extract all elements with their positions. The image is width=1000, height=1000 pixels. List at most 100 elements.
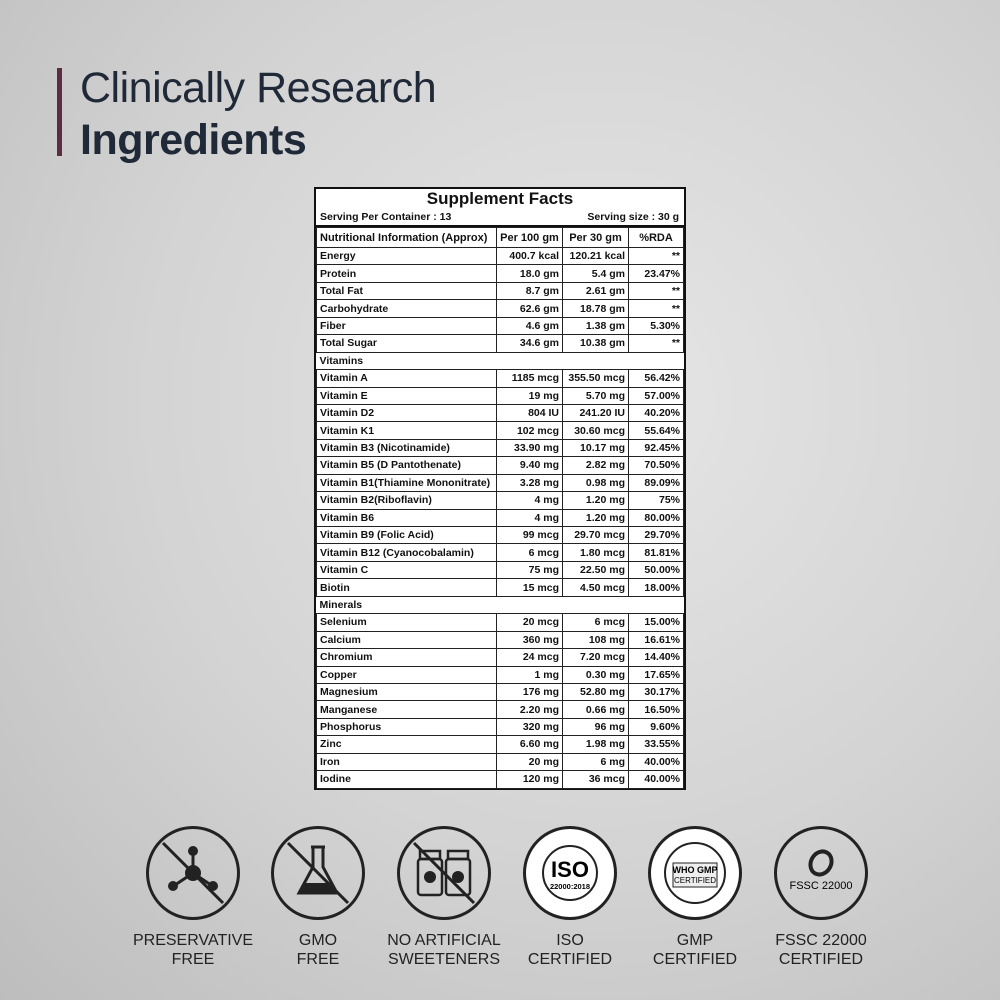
table-row: Vitamin D2 804 IU 241.20 IU 40.20% xyxy=(316,403,684,423)
iso-certified-badge: ISO 22000:2018 xyxy=(523,826,617,920)
nutrient-name: Vitamin B5 (D Pantothenate) xyxy=(316,456,497,475)
nutrient-name: Calcium xyxy=(316,630,497,650)
nutrient-name: Energy xyxy=(316,246,497,266)
nutrient-name: Vitamin B9 (Folic Acid) xyxy=(316,525,497,545)
nutrient-name: Iron xyxy=(316,752,497,772)
per-30-value: 18.78 gm xyxy=(562,299,629,318)
rda-value: 80.00% xyxy=(628,508,684,528)
per-30-value: 120.21 kcal xyxy=(562,246,629,266)
rda-value: 57.00% xyxy=(628,386,684,405)
heading-line1: Clinically Research xyxy=(80,64,437,112)
badge-label: GMO FREE xyxy=(238,931,398,969)
badge-label-line1: FSSC 22000 xyxy=(775,932,867,949)
per-100-value: 120 mg xyxy=(496,770,563,789)
per-100-value: 3.28 mg xyxy=(496,473,563,493)
rda-value: 81.81% xyxy=(628,543,684,562)
nutrient-name: Vitamin K1 xyxy=(316,421,497,440)
per-30-value: 0.98 mg xyxy=(562,473,629,493)
rda-value: 40.20% xyxy=(628,403,684,423)
per-100-value: 6.60 mg xyxy=(496,735,563,754)
per-100-value: 400.7 kcal xyxy=(496,246,563,266)
per-30-value: 1.38 gm xyxy=(562,316,629,336)
badge-label-line2: CERTIFIED xyxy=(652,951,738,968)
serving-per-container: Serving Per Container : 13 xyxy=(320,211,452,223)
iso-seal-sub: 22000:2018 xyxy=(550,882,590,891)
per-100-value: 33.90 mg xyxy=(496,438,563,458)
per-30-value: 2.82 mg xyxy=(562,456,629,475)
per-30-value: 36 mcg xyxy=(562,770,629,789)
per-30-value: 10.17 mg xyxy=(562,438,629,458)
per-30-value: 5.4 gm xyxy=(562,264,629,283)
per-100-value: 320 mg xyxy=(496,717,563,737)
nutrient-name: Copper xyxy=(316,665,497,684)
table-row: Selenium 20 mcg 6 mcg 15.00% xyxy=(316,613,684,632)
badge-label-line2: FREE xyxy=(296,951,340,968)
section-label: Minerals xyxy=(316,595,684,615)
table-row: Vitamin B3 (Nicotinamide) 33.90 mg 10.17 m… xyxy=(316,438,684,458)
rda-value: 40.00% xyxy=(628,770,684,789)
gmp-seal-text: WHO GMP xyxy=(673,865,718,875)
heading-line2: Ingredients xyxy=(80,116,307,164)
serving-info: Serving Per Container : 13 Serving size … xyxy=(316,209,684,227)
gmp-seal-icon: WHO GMP CERTIFIED xyxy=(664,842,726,904)
per-100-value: 4.6 gm xyxy=(496,316,563,336)
per-100-value: 15 mcg xyxy=(496,578,563,597)
nutrient-name: Biotin xyxy=(316,578,497,597)
section-label: Vitamins xyxy=(316,351,684,371)
per-100-value: 34.6 gm xyxy=(496,334,563,353)
rda-value: 16.61% xyxy=(628,630,684,650)
rda-value: 50.00% xyxy=(628,560,684,580)
nutrient-name: Vitamin A xyxy=(316,369,497,388)
gmp-certified-badge: WHO GMP CERTIFIED xyxy=(648,826,742,920)
rda-value: 9.60% xyxy=(628,717,684,737)
table-row: Vitamin B9 (Folic Acid) 99 mcg 29.70 mcg 29… xyxy=(316,525,684,545)
nutrient-name: Carbohydrate xyxy=(316,299,497,318)
nutrient-name: Iodine xyxy=(316,770,497,789)
badge-label-line1: PRESERVATIVE xyxy=(132,932,254,949)
table-row: Carbohydrate 62.6 gm 18.78 gm ** xyxy=(316,299,684,318)
rda-value: 92.45% xyxy=(628,438,684,458)
table-row: Vitamin E 19 mg 5.70 mg 57.00% xyxy=(316,386,684,405)
badge-label-line1: NO ARTIFICIAL xyxy=(387,932,501,949)
rda-value: 55.64% xyxy=(628,421,684,440)
per-100-value: 4 mg xyxy=(496,491,563,510)
rda-value: ** xyxy=(628,334,684,353)
table-row: Calcium 360 mg 108 mg 16.61% xyxy=(316,630,684,650)
col-header: Per 100 gm xyxy=(496,227,563,248)
per-30-value: 7.20 mcg xyxy=(562,648,629,667)
rda-value: 30.17% xyxy=(628,682,684,702)
table-row: Iodine 120 mg 36 mcg 40.00% xyxy=(316,770,684,789)
table-row: Magnesium 176 mg 52.80 mg 30.17% xyxy=(316,682,684,702)
no-preservative-icon xyxy=(161,841,225,905)
per-100-value: 62.6 gm xyxy=(496,299,563,318)
table-row: Phosphorus 320 mg 96 mg 9.60% xyxy=(316,717,684,737)
col-header: %RDA xyxy=(628,227,684,248)
per-30-value: 2.61 gm xyxy=(562,281,629,301)
table-row: Copper 1 mg 0.30 mg 17.65% xyxy=(316,665,684,684)
table-row: Fiber 4.6 gm 1.38 gm 5.30% xyxy=(316,316,684,336)
per-30-value: 0.30 mg xyxy=(562,665,629,684)
nutrient-name: Vitamin B3 (Nicotinamide) xyxy=(316,438,497,458)
table-row: Vitamin K1 102 mcg 30.60 mcg 55.64% xyxy=(316,421,684,440)
nutrient-name: Selenium xyxy=(316,613,497,632)
table-row: Vitamin A 1185 mcg 355.50 mcg 56.42% xyxy=(316,369,684,388)
rda-value: 14.40% xyxy=(628,648,684,667)
table-row: Total Sugar 34.6 gm 10.38 gm ** xyxy=(316,334,684,353)
per-30-value: 52.80 mg xyxy=(562,682,629,702)
per-30-value: 96 mg xyxy=(562,717,629,737)
table-row: Vitamin B2(Riboflavin) 4 mg 1.20 mg 75% xyxy=(316,491,684,510)
badge-label: PRESERVATIVE FREE xyxy=(113,931,273,969)
badge-label-line1: GMO xyxy=(298,932,338,949)
section-row: Vitamins xyxy=(316,351,684,371)
table-row: Total Fat 8.7 gm 2.61 gm ** xyxy=(316,281,684,301)
nutrient-name: Vitamin E xyxy=(316,386,497,405)
per-30-value: 6 mcg xyxy=(562,613,629,632)
no-gmo-flask-icon xyxy=(286,841,350,905)
facts-table: Nutritional Information (Approx) Per 100… xyxy=(316,227,684,789)
rda-value: 70.50% xyxy=(628,456,684,475)
badge-label-line2: FREE xyxy=(171,951,215,968)
nutrient-name: Fiber xyxy=(316,316,497,336)
nutrient-name: Vitamin B2(Riboflavin) xyxy=(316,491,497,510)
per-30-value: 1.20 mg xyxy=(562,508,629,528)
per-100-value: 18.0 gm xyxy=(496,264,563,283)
